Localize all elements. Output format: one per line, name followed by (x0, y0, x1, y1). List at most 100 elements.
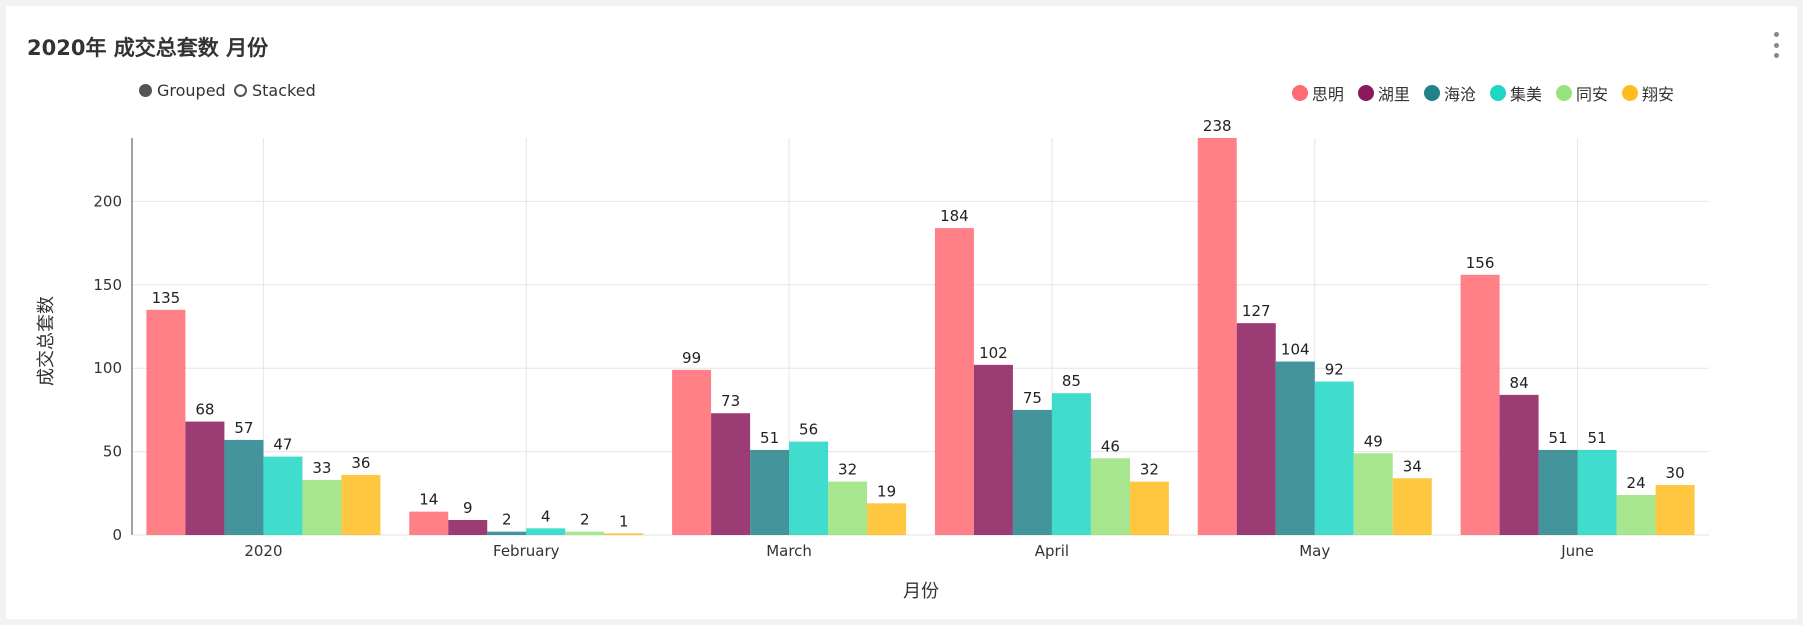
chart-title: 2020年 成交总套数 月份 (27, 36, 269, 60)
legend-dot-icon (1621, 85, 1638, 101)
grouped-label: Grouped (157, 81, 226, 100)
bar-value-label: 19 (877, 482, 896, 500)
bar (1197, 138, 1237, 535)
legend-dot-icon (1357, 85, 1374, 101)
y-axis-title: 成交总套数 (36, 296, 57, 386)
bar-value-label: 57 (234, 419, 253, 437)
x-tick-label: May (1299, 542, 1330, 560)
bar (1392, 478, 1432, 535)
bar (1655, 484, 1695, 535)
bar (1577, 449, 1617, 535)
bar-value-label: 84 (1510, 374, 1529, 392)
bar (750, 449, 790, 535)
bar-value-label: 34 (1403, 457, 1422, 475)
bar-value-label: 36 (351, 454, 370, 472)
bar-value-label: 156 (1466, 254, 1495, 272)
x-tick-label: June (1560, 542, 1594, 560)
bar-value-label: 46 (1101, 437, 1120, 455)
legend-label: 翔安 (1641, 85, 1674, 104)
kebab-menu-icon[interactable] (1771, 32, 1781, 58)
legend-label: 思明 (1311, 85, 1344, 104)
radio-selected-icon (139, 84, 152, 97)
bar-value-label: 75 (1023, 389, 1042, 407)
bar-value-label: 51 (1549, 429, 1568, 447)
bar-value-label: 2 (580, 511, 590, 529)
bar (1129, 481, 1169, 535)
bar (604, 533, 644, 535)
bar-value-label: 47 (273, 436, 292, 454)
bar-value-label: 135 (152, 289, 181, 307)
x-tick-label: April (1035, 542, 1069, 560)
x-tick-label: February (493, 542, 560, 560)
bar-value-label: 14 (419, 491, 438, 509)
bar-value-label: 24 (1627, 474, 1646, 492)
bar-value-label: 30 (1666, 464, 1685, 482)
bar (409, 511, 449, 535)
bar-value-label: 104 (1281, 341, 1310, 359)
stacked-radio[interactable]: Stacked (234, 81, 316, 100)
bar-value-label: 102 (979, 344, 1008, 362)
bar (487, 531, 527, 535)
bar-value-label: 85 (1062, 372, 1081, 390)
legend-item-3[interactable]: 集美 (1489, 81, 1542, 105)
bar-value-label: 127 (1242, 302, 1271, 320)
bar-value-label: 32 (1140, 461, 1159, 479)
bar (1353, 453, 1393, 535)
legend-item-5[interactable]: 翔安 (1621, 81, 1674, 105)
bar-value-label: 2 (502, 511, 512, 529)
legend-label: 海沧 (1443, 85, 1476, 104)
bar-value-label: 49 (1364, 432, 1383, 450)
legend-item-0[interactable]: 思明 (1291, 81, 1344, 105)
bar (934, 228, 974, 536)
bar (1051, 393, 1091, 535)
bar (789, 441, 829, 535)
bar-value-label: 51 (1588, 429, 1607, 447)
bar (1236, 323, 1276, 535)
bar (1090, 458, 1130, 535)
x-tick-label: 2020 (244, 542, 282, 560)
bar-value-label: 99 (682, 349, 701, 367)
bar (1275, 361, 1315, 535)
y-tick-label: 50 (103, 443, 122, 461)
bar (1012, 409, 1052, 535)
bar (711, 413, 751, 535)
y-tick-label: 200 (93, 192, 122, 210)
bar (341, 474, 381, 535)
legend-dot-icon (1489, 85, 1506, 101)
x-tick-label: March (766, 542, 812, 560)
bar-value-label: 33 (312, 459, 331, 477)
legend-label: 同安 (1575, 85, 1608, 104)
bar-value-label: 51 (760, 429, 779, 447)
bar (185, 421, 225, 535)
grouped-radio[interactable]: Grouped (139, 81, 226, 100)
bar-value-label: 73 (721, 392, 740, 410)
bar (526, 528, 566, 535)
chart-legend: 思明 湖里 海沧 集美 同安 翔安 (1291, 81, 1674, 105)
bar-value-label: 1 (619, 512, 629, 530)
legend-label: 集美 (1509, 85, 1542, 104)
bar (867, 503, 907, 535)
bar-value-label: 4 (541, 507, 551, 525)
bar-value-label: 184 (940, 207, 969, 225)
bar (565, 531, 605, 535)
bar-value-label: 238 (1203, 117, 1232, 135)
legend-dot-icon (1291, 85, 1308, 101)
legend-label: 湖里 (1377, 85, 1410, 104)
legend-item-1[interactable]: 湖里 (1357, 81, 1410, 105)
bar (1314, 381, 1354, 535)
bar-value-label: 9 (463, 499, 473, 517)
bar-value-label: 32 (838, 461, 857, 479)
bar (302, 479, 342, 535)
legend-item-2[interactable]: 海沧 (1423, 81, 1476, 105)
bar (1616, 494, 1656, 535)
y-tick-label: 0 (112, 526, 122, 544)
legend-item-4[interactable]: 同安 (1555, 81, 1608, 105)
stacked-label: Stacked (252, 81, 316, 100)
bar (146, 309, 186, 535)
legend-dot-icon (1423, 85, 1440, 101)
y-tick-label: 150 (93, 276, 122, 294)
y-tick-label: 100 (93, 359, 122, 377)
bar (828, 481, 868, 535)
radio-unselected-icon (234, 84, 247, 97)
